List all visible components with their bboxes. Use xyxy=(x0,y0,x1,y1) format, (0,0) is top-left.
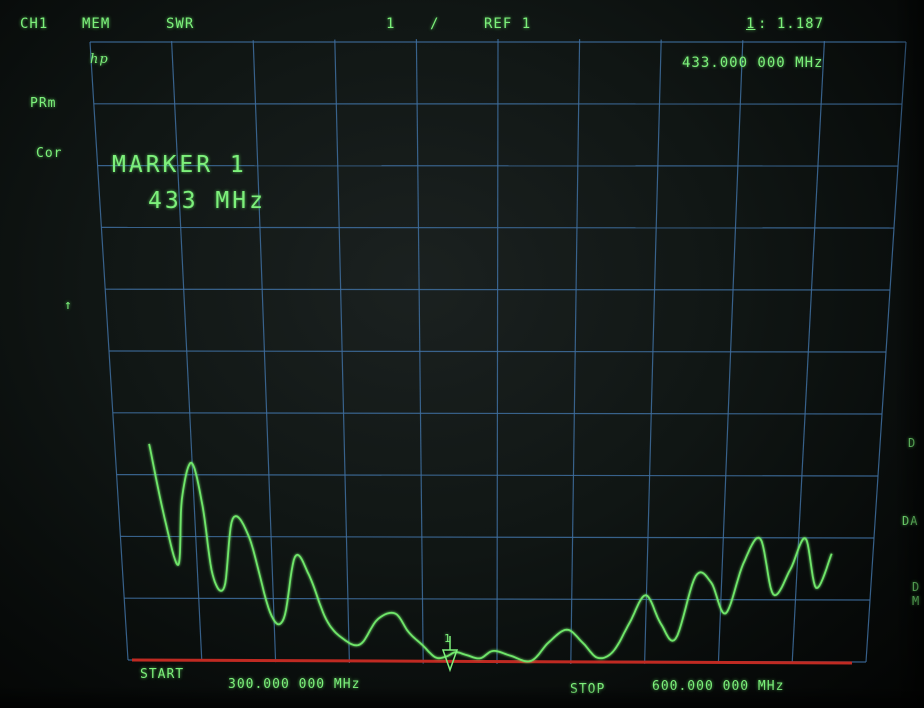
marker-frequency-readout: 433.000 000 MHz xyxy=(682,55,824,71)
marker-flag-label: 1 xyxy=(444,632,452,645)
graticule-horizontal-line xyxy=(120,535,875,539)
scale-unit: / xyxy=(430,16,440,32)
graticule-horizontal-line xyxy=(116,474,879,477)
graticule-vertical-line xyxy=(644,39,662,664)
start-label: START xyxy=(140,667,185,682)
screen-bezel-bottom xyxy=(0,686,924,708)
channel-label: CH1 xyxy=(20,16,49,32)
marker-value: 433 MHz xyxy=(148,188,266,214)
graticule-horizontal-line xyxy=(124,597,871,601)
screen-bezel-right xyxy=(894,0,924,708)
memory-label: MEM xyxy=(82,16,111,32)
graticule-vertical-line xyxy=(791,41,825,663)
graticule-horizontal-line xyxy=(108,350,887,353)
graticule-vertical-line xyxy=(717,40,744,664)
graticule-vertical-line xyxy=(570,39,581,665)
marker-readout: : 1.187 xyxy=(758,16,825,32)
marker-arrow xyxy=(441,636,459,673)
hp-logo: hp xyxy=(90,52,109,67)
correction-annotation: Cor xyxy=(36,146,63,161)
format-label: SWR xyxy=(166,16,195,32)
reference-position-arrow: ↑ xyxy=(64,298,73,313)
marker-index: 1 xyxy=(746,16,756,32)
scale-value: 1 xyxy=(386,16,396,32)
baseline xyxy=(131,658,853,665)
power-ranging-annotation: PRm xyxy=(30,96,57,111)
reference-label: REF 1 xyxy=(484,16,532,32)
swr-trace xyxy=(148,443,833,663)
graticule-horizontal-line xyxy=(112,412,883,415)
marker-title: MARKER 1 xyxy=(112,152,247,178)
